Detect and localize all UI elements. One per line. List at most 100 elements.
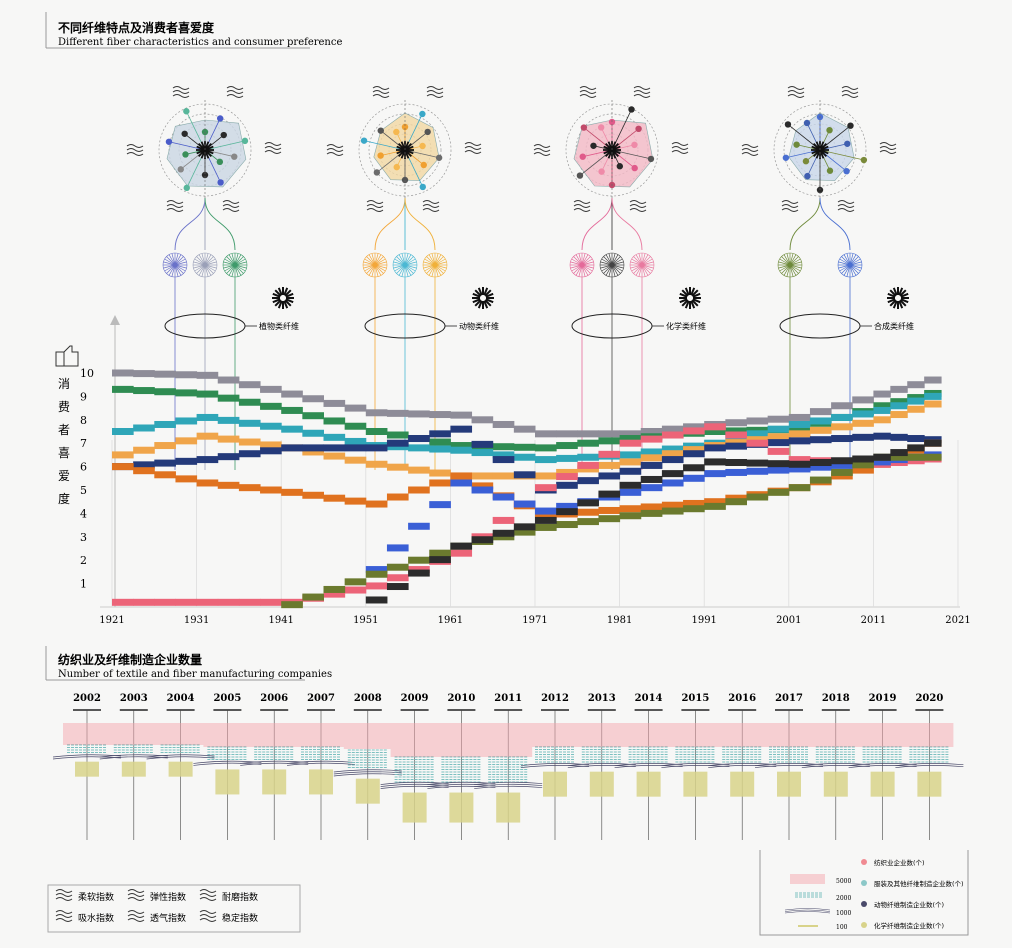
series-bar (492, 456, 515, 464)
radar-point (647, 155, 655, 163)
series-bar (619, 430, 642, 438)
radar-point (802, 158, 810, 165)
series-bar (890, 453, 908, 461)
wear-icon-stroke (199, 893, 217, 897)
branch-line (374, 197, 406, 251)
series-bar (513, 500, 536, 508)
series-bar (386, 431, 409, 439)
branch-line (404, 197, 436, 251)
soft-icon-stroke (55, 893, 73, 897)
series-bar (535, 516, 557, 524)
bar-animal-line (146, 754, 215, 758)
series-bar (217, 416, 240, 424)
series-bar (450, 425, 473, 433)
series-bar (513, 425, 536, 433)
year-label: 2011 (494, 693, 522, 704)
burst-ray (691, 299, 699, 307)
bar-apparel (160, 744, 201, 753)
year-label: 2008 (354, 693, 382, 704)
series-bar (890, 411, 908, 419)
burst-ray (887, 298, 896, 304)
series-bar (281, 390, 303, 398)
radar-point (401, 123, 409, 131)
radar-point (598, 168, 605, 175)
series-bar (302, 395, 324, 403)
series-bar (471, 472, 494, 480)
header: 不同纤维特点及消费者喜爱度 Different fiber characteri… (45, 12, 342, 49)
series-bar (577, 453, 599, 461)
series-bar (809, 408, 832, 416)
burst-ray (899, 289, 907, 297)
burst-ray (477, 300, 483, 309)
bar-apparel (67, 744, 107, 753)
series-bar (535, 444, 557, 452)
series-bar (429, 479, 451, 487)
radar-spoke (785, 149, 821, 159)
series-bar (907, 394, 925, 402)
series-4 (112, 400, 942, 480)
legend-label: 服装及其他纤维制造企业数(个) (874, 879, 964, 888)
series-bar (556, 473, 578, 481)
series-bar (598, 430, 621, 438)
water-icon-stroke (633, 94, 651, 98)
radar-point (393, 128, 400, 136)
elastic-icon-stroke (787, 86, 805, 90)
series-bar (535, 523, 557, 531)
series-bar (386, 583, 409, 591)
series-bar (683, 427, 705, 435)
year-label: 2009 (401, 693, 429, 704)
series-bar (890, 402, 908, 410)
wear-icon-stroke (222, 200, 240, 204)
y-tick-label: 2 (80, 554, 87, 567)
series-bar (344, 444, 367, 452)
series-bar (429, 430, 451, 438)
series-bar (924, 439, 942, 447)
elastic-icon-stroke (787, 90, 805, 94)
series-bar (890, 433, 908, 441)
y-tick-label: 8 (80, 414, 87, 427)
legend-left-label: 柔软指数 (78, 891, 114, 903)
series-bar (788, 425, 811, 433)
series-bar (450, 446, 473, 454)
bar-chemical (589, 771, 614, 797)
bar-animal-line (474, 783, 543, 787)
burst-ray (892, 287, 898, 296)
series-bar (683, 442, 705, 450)
series-bar (535, 430, 557, 438)
branch-line (789, 197, 821, 251)
series-bar (112, 385, 134, 393)
series-bar (450, 542, 473, 550)
wear-icon-stroke (199, 889, 217, 893)
bar-chemical (730, 771, 755, 797)
series-bar (788, 460, 811, 468)
ylabel-char: 度 (58, 491, 70, 506)
stable-icon-stroke (879, 150, 897, 154)
series-bar (217, 435, 240, 443)
year-label: 2003 (120, 693, 148, 704)
series-bar (640, 461, 663, 469)
breath-icon-stroke (126, 148, 144, 152)
burst-ray (474, 289, 482, 297)
radar-point (826, 167, 834, 174)
legend-dot (861, 859, 867, 865)
legend-right: 5000 2000 1000 100 纺织业企业数(个) 服装及其他纤维制造企业数(个) 动… (759, 850, 969, 936)
burst-ray (485, 292, 494, 298)
bar-apparel (488, 756, 529, 783)
soft-icon (781, 200, 799, 212)
series-bar (365, 500, 388, 508)
series-bar (302, 444, 324, 452)
series-bar (831, 402, 853, 410)
wear-icon-stroke (629, 208, 647, 212)
series-bar (809, 459, 832, 467)
water-icon-stroke (633, 86, 651, 90)
series-bar (767, 488, 790, 496)
radar-point (181, 130, 188, 137)
radar-point (182, 151, 189, 158)
series-bar (112, 598, 134, 606)
series-bar (513, 523, 536, 531)
branch-line (581, 197, 613, 251)
series-5 (112, 425, 942, 494)
bar-chemical (870, 771, 895, 797)
series-bar (238, 419, 261, 427)
bar-animal (286, 760, 356, 766)
